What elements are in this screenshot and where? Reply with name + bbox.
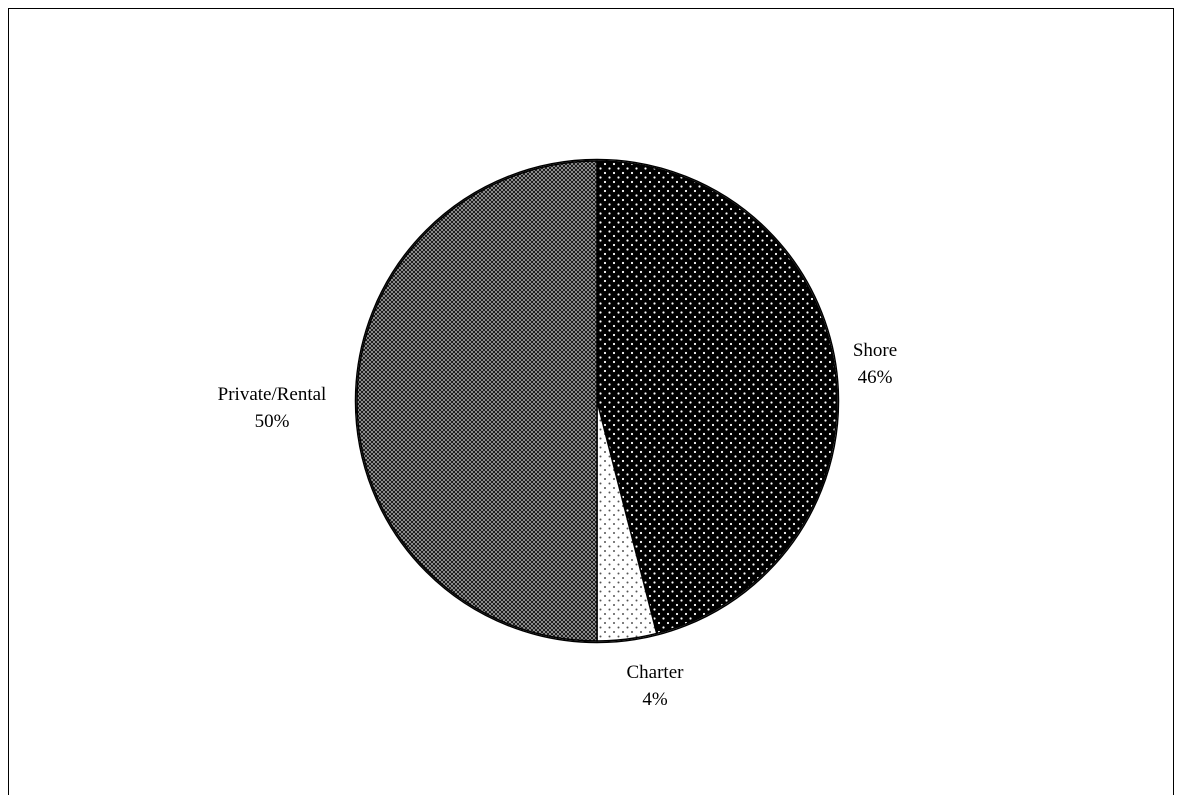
pie-slice-private-rental <box>356 160 598 642</box>
chart-frame: Shore 46% Charter 4% Private/Rental 50% <box>8 8 1174 795</box>
pie-outline <box>354 158 840 644</box>
slice-label-shore: Shore 46% <box>853 340 897 388</box>
slice-labels: Shore 46% Charter 4% Private/Rental 50% <box>218 340 898 710</box>
pie-slice-shore <box>596 160 838 635</box>
pie-chart: Shore 46% Charter 4% Private/Rental 50% <box>218 158 898 710</box>
slice-label-charter: Charter 4% <box>627 662 685 710</box>
slice-label-private-rental: Private/Rental 50% <box>218 384 327 432</box>
pie-slices <box>354 158 840 644</box>
